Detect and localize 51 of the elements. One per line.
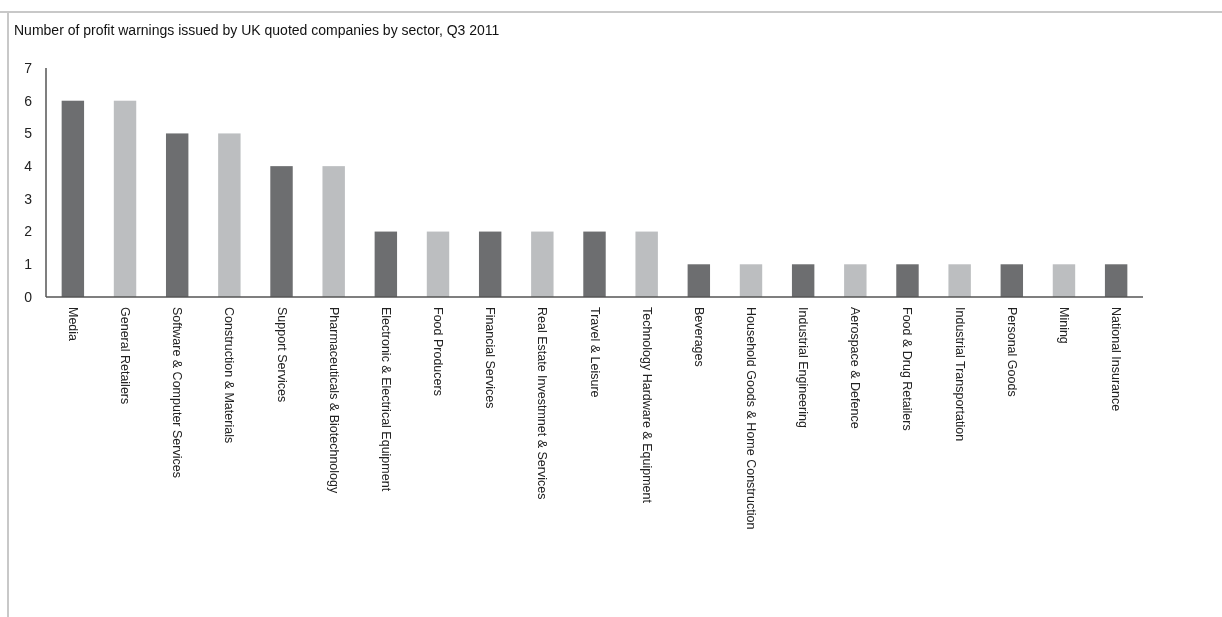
bar [1104, 264, 1128, 297]
x-tick-label: Pharmaceuticals & Biotechnology [326, 307, 341, 494]
bar [844, 264, 867, 297]
bar [948, 264, 971, 297]
y-tick-label: 1 [24, 256, 33, 273]
bar [165, 133, 189, 297]
x-tick-label: Real Estate Investmnet & Services [535, 307, 550, 500]
bar [1052, 264, 1076, 297]
x-tick-label: Electronic & Electrical Equipment [378, 307, 393, 492]
bar [1000, 264, 1024, 297]
y-tick-label: 6 [24, 92, 33, 109]
x-tick-label: Support Services [274, 307, 289, 403]
bar [478, 231, 502, 297]
x-tick-label: Software & Computer Services [170, 307, 185, 478]
x-tick-label: Industrial Engineering [796, 307, 811, 428]
x-tick-label: Financial Services [483, 307, 498, 409]
x-tick-label: Mining [1056, 307, 1071, 344]
bar [61, 100, 85, 297]
y-tick-label: 3 [24, 190, 33, 207]
y-tick-label: 4 [24, 158, 33, 175]
x-tick-label: Media [65, 307, 80, 342]
x-tick-label: National Insurance [1109, 307, 1124, 412]
x-tick-label: Travel & Leisure [587, 307, 602, 398]
x-tick-label: Aerospace & Defence [848, 307, 863, 429]
x-tick-label: General Retailers [118, 307, 133, 405]
x-tick-label: Food & Drug Retailers [900, 307, 915, 431]
y-tick-label: 5 [24, 125, 33, 142]
bar [374, 231, 398, 297]
x-tick-label: Food Producers [431, 307, 446, 396]
bar [322, 166, 345, 297]
bar [896, 264, 919, 297]
bar [113, 100, 137, 297]
x-tick-label: Household Goods & Home Construction [743, 307, 758, 530]
y-tick-label: 0 [24, 288, 33, 305]
y-tick-label: 7 [24, 59, 33, 76]
x-tick-label: Industrial Transportation [952, 307, 967, 442]
bar [426, 231, 450, 297]
x-tick-label: Beverages [691, 307, 706, 367]
bar [531, 231, 554, 297]
bar [791, 264, 815, 297]
bar [583, 231, 606, 297]
y-tick-label: 2 [24, 223, 33, 240]
x-tick-label: Technology Hardware & Equipment [639, 307, 654, 504]
bar [739, 264, 763, 297]
bar [687, 264, 711, 297]
chart-title: Number of profit warnings issued by UK quoted companies by sector, Q3 2011 [14, 22, 500, 38]
bar [635, 231, 658, 297]
bar [270, 166, 293, 297]
bar [218, 133, 241, 297]
x-tick-label: Construction & Materials [222, 307, 237, 444]
x-tick-label: Personal Goods [1004, 307, 1019, 397]
